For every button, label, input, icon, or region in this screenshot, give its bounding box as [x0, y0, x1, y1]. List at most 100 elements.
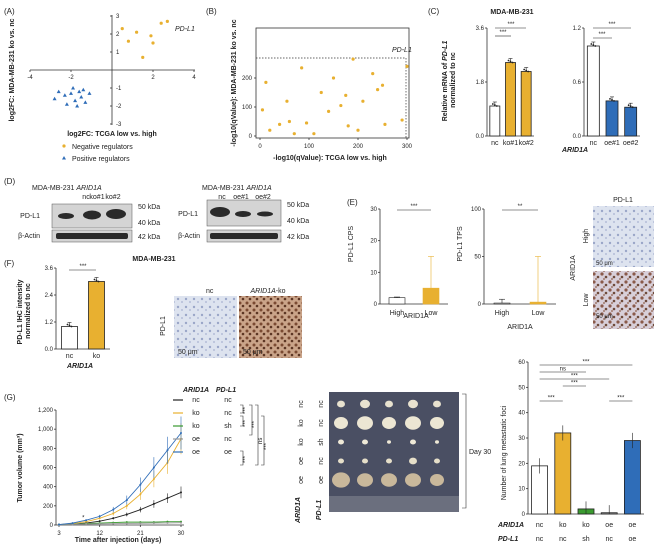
- g-ytick-label: 200: [43, 504, 54, 510]
- g-series-point: [125, 522, 128, 525]
- g-series-point: [139, 493, 142, 496]
- panel-b-pdl1-annotation: PD-L1: [392, 47, 412, 54]
- bracket-1: [240, 404, 244, 414]
- a-positive-point: [62, 93, 67, 97]
- g-series-point: [58, 523, 60, 526]
- a-positive-point: [77, 89, 82, 94]
- f-dot: [70, 325, 73, 328]
- panel-d-left-lane-2: ko#1: [89, 194, 104, 201]
- panel-e-cps-ylabel: PD-L1 CPS: [348, 226, 355, 263]
- panel-d-right-band-2: [235, 211, 251, 217]
- g-foci-ytick-label: 30: [518, 436, 525, 442]
- g-tumor: [430, 417, 444, 429]
- panel-f-chart: 0.0 1.2 2.4 3.6 nc ko ***: [45, 264, 110, 360]
- a-ytick-label: -1: [116, 86, 122, 92]
- c-right-bar: [624, 106, 638, 137]
- g-foci-ytick-label: 0: [522, 512, 526, 518]
- panel-g-sig-1: ***: [243, 406, 249, 414]
- panel-g-sig-4: ***: [252, 420, 258, 428]
- f-sig: ***: [79, 264, 87, 270]
- f-category: ko: [93, 353, 101, 360]
- g-series-point: [125, 504, 128, 507]
- f-ytick-label: 1.2: [45, 320, 54, 326]
- panel-e-ihc-group: ARID1A: [570, 255, 577, 281]
- g-tumor: [382, 417, 396, 429]
- g-ytick-label: 600: [43, 466, 54, 472]
- c-right-sig-1: ***: [598, 32, 606, 38]
- f-ytick-label: 0.0: [45, 347, 54, 353]
- g-tumor-row-pdl1: nc: [318, 419, 325, 427]
- g-tumor: [357, 416, 373, 430]
- b-point: [380, 83, 385, 87]
- b-xtick-label: 100: [304, 144, 315, 150]
- panel-g-xlabel: Time after injection (days): [75, 537, 162, 544]
- c-left-sig-1: ***: [499, 30, 507, 36]
- g-tumor-row-arid: oe: [298, 476, 305, 484]
- panel-c-label: (C): [428, 7, 439, 16]
- g-series-point: [112, 508, 115, 511]
- g-legend-arid: ko: [192, 423, 200, 430]
- panel-e-ihc-low-scale: 50 μm: [596, 314, 613, 320]
- g-series-point: [98, 522, 101, 525]
- b-point: [356, 128, 360, 132]
- panel-f-ihc-row-label: PD-L1: [160, 316, 167, 336]
- g-series-point: [180, 432, 182, 434]
- panel-d-right-kda-40: 40 kDa: [287, 218, 309, 225]
- panel-d-right-lane-3: oe#2: [255, 194, 271, 201]
- c-left-dot: [495, 105, 498, 107]
- g-series-point: [152, 522, 155, 525]
- a-negative-point: [149, 34, 153, 38]
- g-foci-sig: ***: [571, 381, 579, 387]
- b-point: [312, 132, 316, 136]
- g-tumor-row-pdl1: nc: [318, 457, 325, 465]
- panel-d-left-kda-40: 40 kDa: [138, 220, 160, 227]
- panel-e: (E) PD-L1 CPS 0 10 20 30 High Low *** ARID1A P…: [347, 197, 654, 331]
- panel-e-tps-xgroup: ARID1A: [507, 324, 533, 331]
- panel-f-label: (F): [4, 259, 15, 268]
- g-asterisk: *: [82, 515, 85, 521]
- g-xtick-label: 3: [57, 531, 61, 537]
- a-ytick-label: -3: [116, 122, 122, 128]
- g-tumor: [430, 474, 444, 486]
- panel-f-xgroup: ARID1A: [66, 363, 93, 370]
- panel-e-ihc-high-scale: 50 μm: [596, 261, 613, 267]
- g-foci-bar: [554, 432, 572, 515]
- panel-c-title: MDA-MB-231: [490, 9, 533, 16]
- panel-d-left-title: MDA-MB-231 ARID1A: [32, 185, 102, 192]
- g-series-point: [139, 483, 142, 486]
- a-xtick-label: 4: [192, 75, 196, 81]
- g-ytick-label: 1,000: [38, 427, 54, 433]
- g-series-point: [125, 513, 128, 516]
- panel-a-legend-positive: Positive regulators: [72, 156, 130, 163]
- a-negative-point: [126, 39, 130, 43]
- g-foci-ytick-label: 10: [518, 487, 525, 493]
- bracket-4: [249, 404, 253, 436]
- e-tps-box: [529, 301, 547, 305]
- b-ytick-label: 100: [242, 105, 253, 111]
- panel-a-pdl1-annotation: PD-L1: [175, 26, 195, 33]
- panel-a-legend-negative: Negative regulators: [72, 144, 133, 151]
- g-foci-ytick-label: 40: [518, 411, 525, 417]
- c-right-dot: [611, 99, 613, 101]
- g-foci-pdl1: nc: [559, 536, 567, 543]
- g-tumor: [408, 399, 418, 409]
- c-left-dot: [493, 104, 496, 106]
- g-tumor: [385, 400, 393, 408]
- a-positive-point: [87, 91, 92, 95]
- panel-g: (G) Tumor volume (mm³) Time after inject…: [4, 360, 644, 544]
- c-right-dot: [627, 104, 630, 107]
- b-point: [371, 72, 375, 76]
- panel-f-ihc-nc-image: [174, 296, 237, 358]
- a-negative-point: [141, 55, 145, 60]
- g-ytick-label: 1,200: [38, 408, 54, 414]
- g-series-point: [166, 497, 169, 500]
- g-legend-arid: ko: [192, 410, 200, 417]
- bracket-2: [240, 415, 244, 427]
- a-negative-point: [151, 41, 155, 45]
- g-series-point: [125, 499, 128, 502]
- g-series-point: [98, 517, 101, 520]
- b-point: [344, 93, 348, 97]
- g-series-point: [180, 521, 182, 524]
- g-legend-arid: oe: [192, 449, 200, 456]
- g-series-point: [112, 522, 115, 525]
